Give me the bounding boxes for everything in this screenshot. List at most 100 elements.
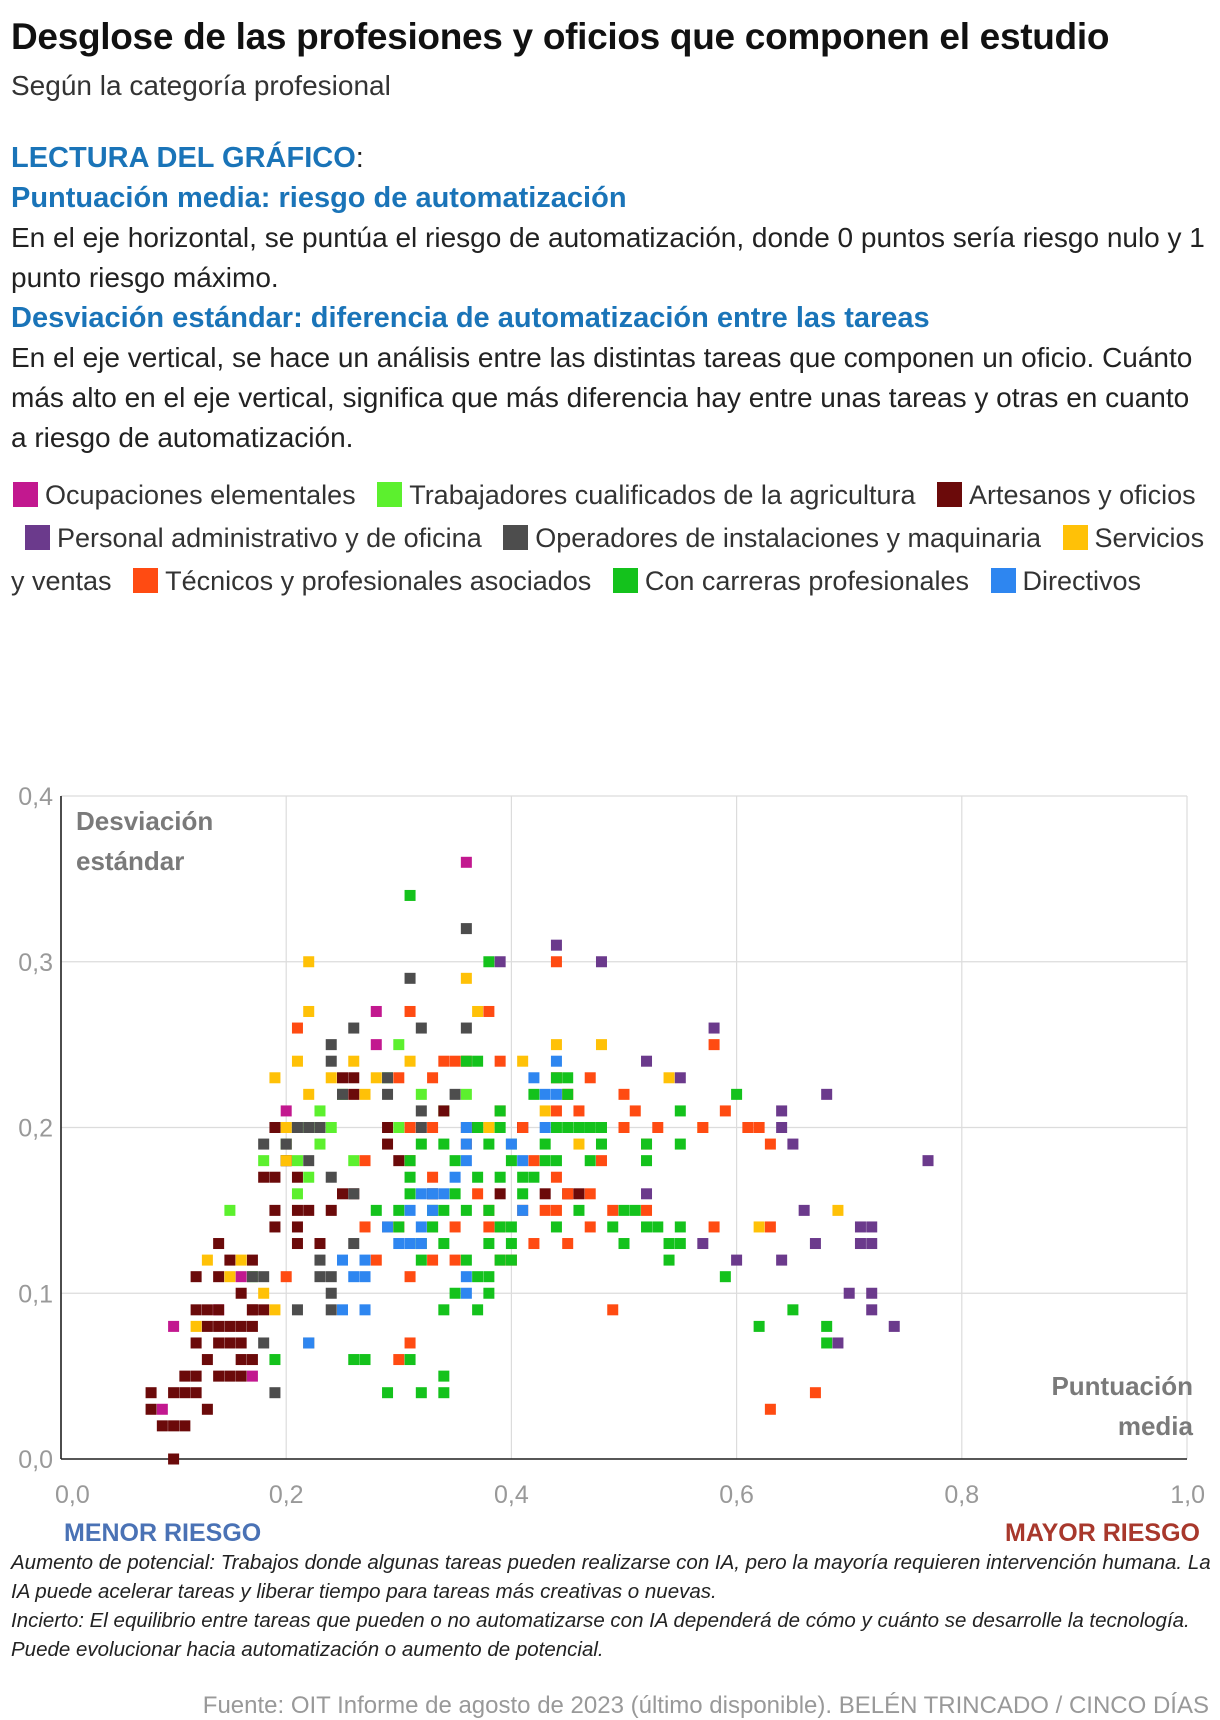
data-point [291,1188,303,1200]
data-point [348,1238,360,1250]
data-point [449,1055,461,1067]
data-point [708,1221,720,1233]
data-point [415,1188,427,1200]
data-point [190,1271,202,1283]
reading-section-heading: Puntuación media: riesgo de automatizaci… [11,182,627,214]
data-point [494,1122,506,1133]
data-point [517,1055,529,1067]
data-point [866,1238,878,1250]
data-point [348,1055,360,1067]
data-point [483,1122,495,1133]
data-point [291,1304,303,1316]
data-point [156,1420,168,1432]
data-point [517,1171,529,1183]
data-point [303,1337,315,1349]
data-point [246,1320,258,1332]
data-point [888,1320,900,1332]
data-point [460,1055,472,1067]
data-point [460,1254,472,1266]
data-point [472,1122,484,1133]
data-point [269,1171,281,1183]
data-point [472,1055,484,1067]
data-point [742,1122,754,1133]
data-point [438,1238,450,1250]
data-point [314,1138,326,1150]
data-point [382,1122,394,1133]
data-point [708,1022,720,1034]
data-point [179,1370,191,1382]
data-point [539,1088,551,1100]
legend-swatch [937,482,962,507]
data-point [235,1287,247,1299]
data-point [550,1105,562,1117]
data-point [213,1337,225,1349]
chart-points [145,856,934,1465]
data-point [348,1155,360,1167]
data-point [280,1138,292,1150]
data-point [201,1254,213,1266]
data-point [674,1238,686,1250]
data-point [776,1122,788,1133]
x-tick-label: 0,6 [719,1481,754,1509]
data-point [269,1072,281,1084]
data-point [325,1271,337,1283]
data-point [618,1088,630,1100]
data-point [562,1088,574,1100]
data-point [483,1271,495,1283]
data-point [595,1122,607,1133]
legend-swatch [25,525,50,550]
chart-axes [60,796,1187,1460]
legend-label: Directivos [1022,566,1142,596]
data-point [731,1254,743,1266]
data-point [258,1271,270,1283]
data-point [393,1204,405,1216]
x-tick-label: 0,2 [269,1481,304,1509]
data-point [595,1039,607,1051]
data-point [438,1204,450,1216]
data-point [393,1072,405,1084]
data-point [370,1039,382,1051]
data-point [145,1387,157,1399]
legend-label: Ocupaciones elementales [45,480,356,510]
data-point [438,1105,450,1117]
legend-label: Personal administrativo y de oficina [57,523,482,553]
legend-swatch [133,568,159,593]
data-point [697,1238,709,1250]
data-point [472,1271,484,1283]
data-point [663,1254,675,1266]
data-point [641,1155,653,1167]
data-point [573,1138,585,1150]
data-point [404,1055,416,1067]
data-point [449,1254,461,1266]
data-point [303,1122,315,1133]
data-point [460,1088,472,1100]
data-point [550,1122,562,1133]
note-incierto: Incierto: El equilibrio entre tareas que… [11,1609,1190,1661]
data-point [303,1155,315,1167]
data-point [280,1271,292,1283]
x-tick-label: 0,0 [55,1481,90,1509]
data-point [764,1138,776,1150]
data-point [753,1221,765,1233]
data-point [584,1072,596,1084]
data-point [550,1072,562,1084]
data-point [866,1304,878,1316]
source-credit: Fuente: OIT Informe de agosto de 2023 (ú… [202,1692,1209,1719]
scatter-chart: 0,0 0,1 0,2 0,3 0,4 0,0 0,2 0,4 0,6 0,8 1,0 Desviac… [0,780,1220,1560]
data-point [719,1105,731,1117]
data-point [798,1204,810,1216]
chart-notes: Aumento de potencial: Trabajos donde alg… [11,1548,1211,1664]
data-point [539,1204,551,1216]
legend-label: Con carreras profesionales [644,566,969,596]
data-point [179,1420,191,1432]
data-point [393,1039,405,1051]
data-point [483,1287,495,1299]
data-point [224,1337,236,1349]
x-axis-title: Puntuación media [1051,1371,1193,1441]
data-point [449,1088,461,1100]
data-point [337,1072,348,1084]
data-point [168,1453,180,1465]
data-point [246,1304,258,1316]
data-point [449,1171,461,1183]
data-point [460,1138,472,1150]
